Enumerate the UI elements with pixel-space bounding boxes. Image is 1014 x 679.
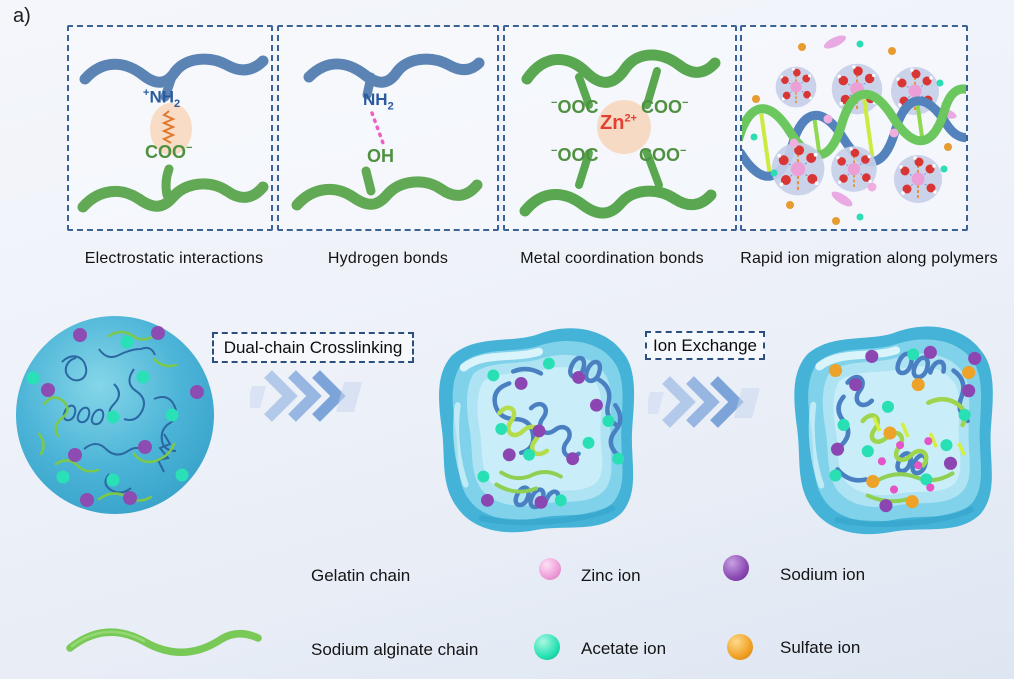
carboxylate-top-right: COO− (641, 97, 689, 117)
carboxylate-top-left: −OOC (551, 97, 599, 117)
alginate-chain (291, 176, 483, 211)
hydration-cluster (893, 154, 943, 204)
alginate-chain-bottom (519, 185, 717, 219)
gelatin-branch (362, 72, 376, 100)
sulfate-ion-swatch (727, 634, 753, 660)
hydroxyl-label: OH (367, 146, 394, 166)
electrostatic-illustration (77, 53, 269, 213)
anion-label: COO− (145, 142, 193, 162)
free-acetate-ions (750, 40, 948, 221)
legend-acetate-ion: Acetate ion (581, 639, 667, 658)
sodium-ions (480, 371, 603, 509)
legend-sodium-alginate-chain: Sodium alginate chain (311, 640, 479, 659)
alginate-branch (161, 164, 174, 200)
carboxylate-bottom-right: COO− (639, 145, 687, 165)
alginate-chain (77, 178, 269, 213)
free-sulfate-ions (752, 43, 952, 225)
step-ion-exchange: Ion Exchange (645, 331, 765, 360)
sodium-ion-swatch (723, 555, 749, 581)
cation-label: +NH2 (143, 87, 181, 111)
carboxylate-bottom-left: −OOC (551, 145, 599, 165)
alginate-branch (361, 166, 376, 196)
pink-comet (831, 191, 853, 207)
crosslinked-hydrogel-cube (422, 312, 650, 544)
ion-migration-illustration (742, 35, 966, 225)
branch-bottom-right (643, 149, 663, 189)
zinc-ion-label: Zn2+ (600, 112, 637, 134)
legend-zinc-ion: Zinc ion (581, 566, 641, 585)
panel-metal-coordination-bonds: −OOC COO− Zn2+ −OOC COO− (503, 25, 737, 231)
hydration-cluster (830, 62, 884, 116)
sulfate-ions (828, 363, 976, 509)
chevron-icon (250, 374, 362, 418)
caption-metal: Metal coordination bonds (520, 250, 704, 267)
step-dual-chain-crosslinking: Dual-chain Crosslinking (212, 332, 414, 363)
alginate-chain-swatch (66, 628, 262, 656)
ion-exchanged-hydrogel-cube (776, 312, 1010, 544)
hydration-cluster (774, 65, 818, 109)
alginate-coils (497, 405, 550, 457)
hydration-cluster (770, 141, 826, 197)
acetate-ions (26, 335, 189, 487)
gelatin-chain (303, 53, 485, 88)
alginate-helix-strand (742, 84, 966, 160)
panel-electrostatic-interactions: +NH2 COO− (67, 25, 273, 231)
chevron-icon (648, 380, 760, 424)
caption-hydrogen: Hydrogen bonds (327, 250, 449, 267)
legend-sodium-ion: Sodium ion (780, 565, 866, 584)
acetate-ion-swatch (534, 634, 560, 660)
free-zinc-ions (789, 114, 899, 192)
process-arrow-2 (648, 372, 768, 432)
metal-coordination-illustration (519, 49, 721, 219)
alginate-chain-top (521, 49, 721, 88)
caption-electrostatic: Electrostatic interactions (84, 250, 264, 267)
figure-panel-label: a) (13, 5, 31, 27)
process-arrow-1 (250, 366, 370, 426)
branch-top-left (575, 73, 593, 109)
panel-rapid-ion-migration (740, 25, 968, 231)
branch-top-right (643, 67, 661, 109)
gelatin-branch (160, 69, 178, 102)
zinc-halo (597, 100, 651, 154)
electrostatic-bond-squiggle (161, 110, 176, 144)
sodium-ions (830, 345, 982, 513)
amine-label: NH2 (363, 90, 394, 113)
panel-hydrogen-bonds: NH2 OH (277, 25, 499, 231)
zinc-ion-swatch (539, 558, 561, 580)
hydrogen-bond-illustration (291, 53, 485, 211)
legend-sulfate-ion: Sulfate ion (780, 638, 861, 657)
acetate-ions (829, 348, 971, 486)
legend-gelatin-chain: Gelatin chain (311, 566, 411, 585)
pink-comet (823, 35, 847, 49)
sodium-ions (41, 326, 204, 507)
precursor-solution-droplet (16, 316, 214, 514)
zinc-ions (877, 437, 935, 494)
caption-migration: Rapid ion migration along polymers (740, 250, 998, 267)
alginate-waves (494, 470, 563, 494)
interaction-halo (150, 103, 192, 155)
helix-rung (812, 101, 925, 155)
hydrogen-bond-dotted-line (370, 111, 385, 145)
acetate-ions (477, 357, 625, 507)
branch-bottom-left (575, 149, 593, 189)
